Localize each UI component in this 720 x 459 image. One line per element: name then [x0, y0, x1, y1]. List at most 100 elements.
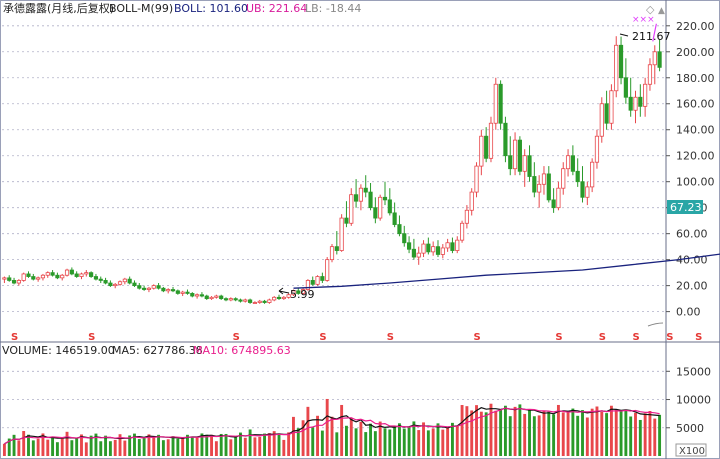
candle[interactable] [565, 149, 571, 177]
volume-bar[interactable] [7, 438, 11, 456]
dividend-marker[interactable]: S [695, 332, 702, 343]
volume-bar[interactable] [311, 427, 315, 456]
volume-bar[interactable] [65, 431, 69, 456]
candle[interactable] [74, 271, 79, 278]
candle[interactable] [373, 197, 378, 224]
dividend-marker[interactable]: S [666, 332, 673, 343]
volume-bar[interactable] [229, 439, 233, 456]
volume-bar[interactable] [513, 406, 517, 456]
volume-bar[interactable] [648, 410, 652, 456]
candle[interactable] [11, 277, 17, 285]
candle[interactable] [594, 129, 600, 169]
candle[interactable] [7, 275, 12, 282]
candle[interactable] [238, 298, 243, 303]
volume-bar[interactable] [508, 416, 512, 456]
volume-bar[interactable] [99, 441, 103, 456]
volume-bar[interactable] [41, 433, 45, 456]
candle[interactable] [580, 166, 585, 203]
volume-bar[interactable] [287, 432, 291, 456]
candle[interactable] [450, 237, 455, 254]
volume-bar[interactable] [292, 416, 295, 456]
candle[interactable] [387, 188, 392, 216]
volume-bar[interactable] [561, 412, 565, 456]
candle[interactable] [469, 188, 474, 216]
candle[interactable] [301, 288, 306, 295]
volume-bar[interactable] [412, 421, 416, 456]
volume-bar[interactable] [171, 436, 175, 456]
volume-bar[interactable] [133, 433, 136, 456]
candle[interactable] [69, 267, 74, 276]
candle[interactable] [633, 90, 638, 124]
candle[interactable] [103, 277, 108, 285]
candle[interactable] [214, 294, 219, 299]
candle[interactable] [575, 158, 580, 187]
volume-bar[interactable] [89, 435, 93, 456]
volume-bar[interactable] [585, 417, 589, 456]
candle[interactable] [522, 149, 527, 187]
candle[interactable] [334, 231, 339, 255]
volume-bar[interactable] [393, 425, 397, 456]
volume-bar[interactable] [210, 434, 214, 456]
candle[interactable] [421, 240, 426, 258]
volume-bar[interactable] [417, 430, 421, 456]
candle[interactable] [435, 240, 441, 258]
volume-bar[interactable] [634, 412, 637, 456]
volume-bar[interactable] [123, 440, 127, 456]
volume-bar[interactable] [653, 418, 657, 456]
volume-bar[interactable] [277, 434, 281, 456]
volume-bar[interactable] [118, 434, 122, 456]
volume-bar[interactable] [349, 418, 353, 456]
volume-bar[interactable] [470, 410, 474, 456]
candle[interactable] [325, 257, 330, 282]
dividend-marker[interactable]: S [387, 332, 394, 343]
volume-bar[interactable] [547, 411, 551, 456]
candle[interactable] [50, 270, 55, 277]
volume-bar[interactable] [373, 431, 377, 456]
candle[interactable] [537, 175, 542, 208]
volume-bar[interactable] [638, 419, 642, 456]
candle[interactable] [113, 283, 118, 289]
candle[interactable] [556, 181, 561, 211]
volume-bar[interactable] [51, 436, 55, 456]
volume-bar[interactable] [537, 415, 541, 456]
candle[interactable] [503, 116, 508, 163]
volume-bar[interactable] [200, 433, 204, 456]
candle[interactable] [272, 296, 277, 302]
candle[interactable] [570, 145, 575, 176]
volume-bar[interactable] [243, 437, 247, 456]
volume-bar[interactable] [609, 405, 613, 456]
candle[interactable] [599, 97, 604, 143]
volume-bar[interactable] [407, 426, 411, 456]
volume-bar[interactable] [614, 409, 618, 456]
candle[interactable] [618, 36, 624, 85]
candle[interactable] [233, 297, 238, 302]
volume-bar[interactable] [595, 406, 599, 456]
dividend-marker[interactable]: S [88, 332, 95, 343]
volume-bar[interactable] [316, 415, 319, 456]
volume-bar[interactable] [301, 420, 305, 456]
candle[interactable] [199, 292, 205, 298]
candle[interactable] [98, 276, 103, 284]
candle[interactable] [561, 162, 566, 195]
candle[interactable] [479, 129, 484, 176]
candle[interactable] [541, 166, 547, 195]
volume-bar[interactable] [383, 428, 387, 456]
volume-bar[interactable] [532, 416, 536, 456]
volume-bar[interactable] [489, 403, 493, 456]
volume-bar[interactable] [431, 428, 435, 456]
dividend-marker[interactable]: S [599, 332, 606, 343]
candle[interactable] [262, 299, 267, 304]
candle[interactable] [652, 45, 657, 85]
candle[interactable] [647, 58, 653, 91]
candle[interactable] [170, 286, 176, 293]
volume-bar[interactable] [94, 433, 98, 456]
candle[interactable] [180, 290, 185, 297]
candle[interactable] [209, 296, 214, 300]
diamond-icon[interactable]: ◇ [646, 3, 655, 16]
candle[interactable] [329, 244, 335, 263]
volume-bar[interactable] [22, 431, 26, 456]
candle[interactable] [551, 188, 556, 213]
volume-bar[interactable] [335, 432, 339, 456]
candle[interactable] [590, 158, 595, 193]
volume-bar[interactable] [364, 432, 368, 456]
